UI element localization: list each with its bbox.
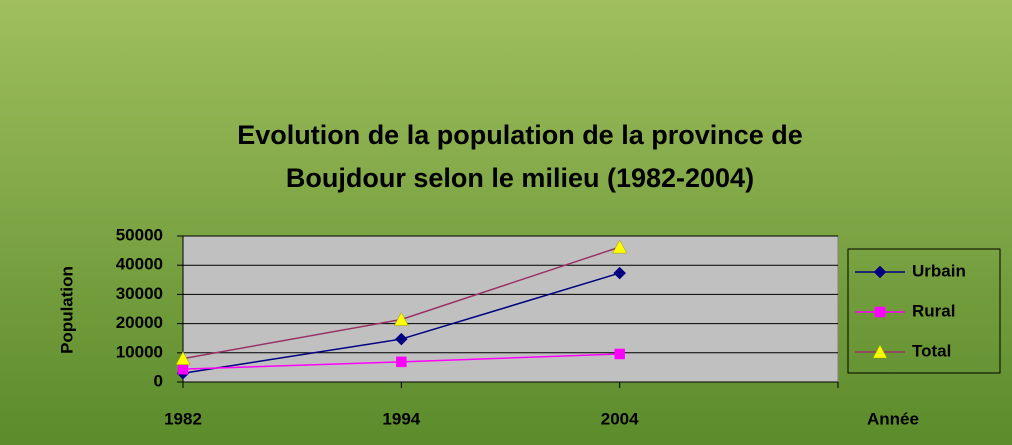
legend-label: Total [912,341,951,360]
x-tick-label: 1994 [382,409,420,428]
marker [874,306,886,318]
y-tick-label: 40000 [116,255,163,274]
marker [613,266,627,280]
plot-area [182,235,839,383]
y-tick-label: 10000 [116,342,163,361]
marker [394,332,408,346]
chart-title: Boujdour selon le milieu (1982-2004) [286,163,754,193]
x-tick-label: 1982 [164,409,202,428]
x-tick-label: 2004 [601,409,639,428]
marker [396,356,407,368]
marker [614,348,625,360]
marker [872,344,888,359]
legend-label: Urbain [912,261,966,280]
legend [847,248,1001,374]
chart-title: Evolution de la population de la provinc… [237,120,803,150]
marker [612,239,628,254]
y-tick-label: 0 [154,371,163,390]
x-axis-label: Année [867,409,919,428]
y-tick-label: 50000 [116,225,163,244]
y-tick-label: 20000 [116,313,163,332]
marker [175,351,191,365]
y-axis-label: Population [57,266,76,354]
marker [177,363,189,375]
y-tick-label: 30000 [116,284,163,303]
marker [873,265,887,279]
marker [393,311,409,326]
legend-label: Rural [912,301,955,320]
